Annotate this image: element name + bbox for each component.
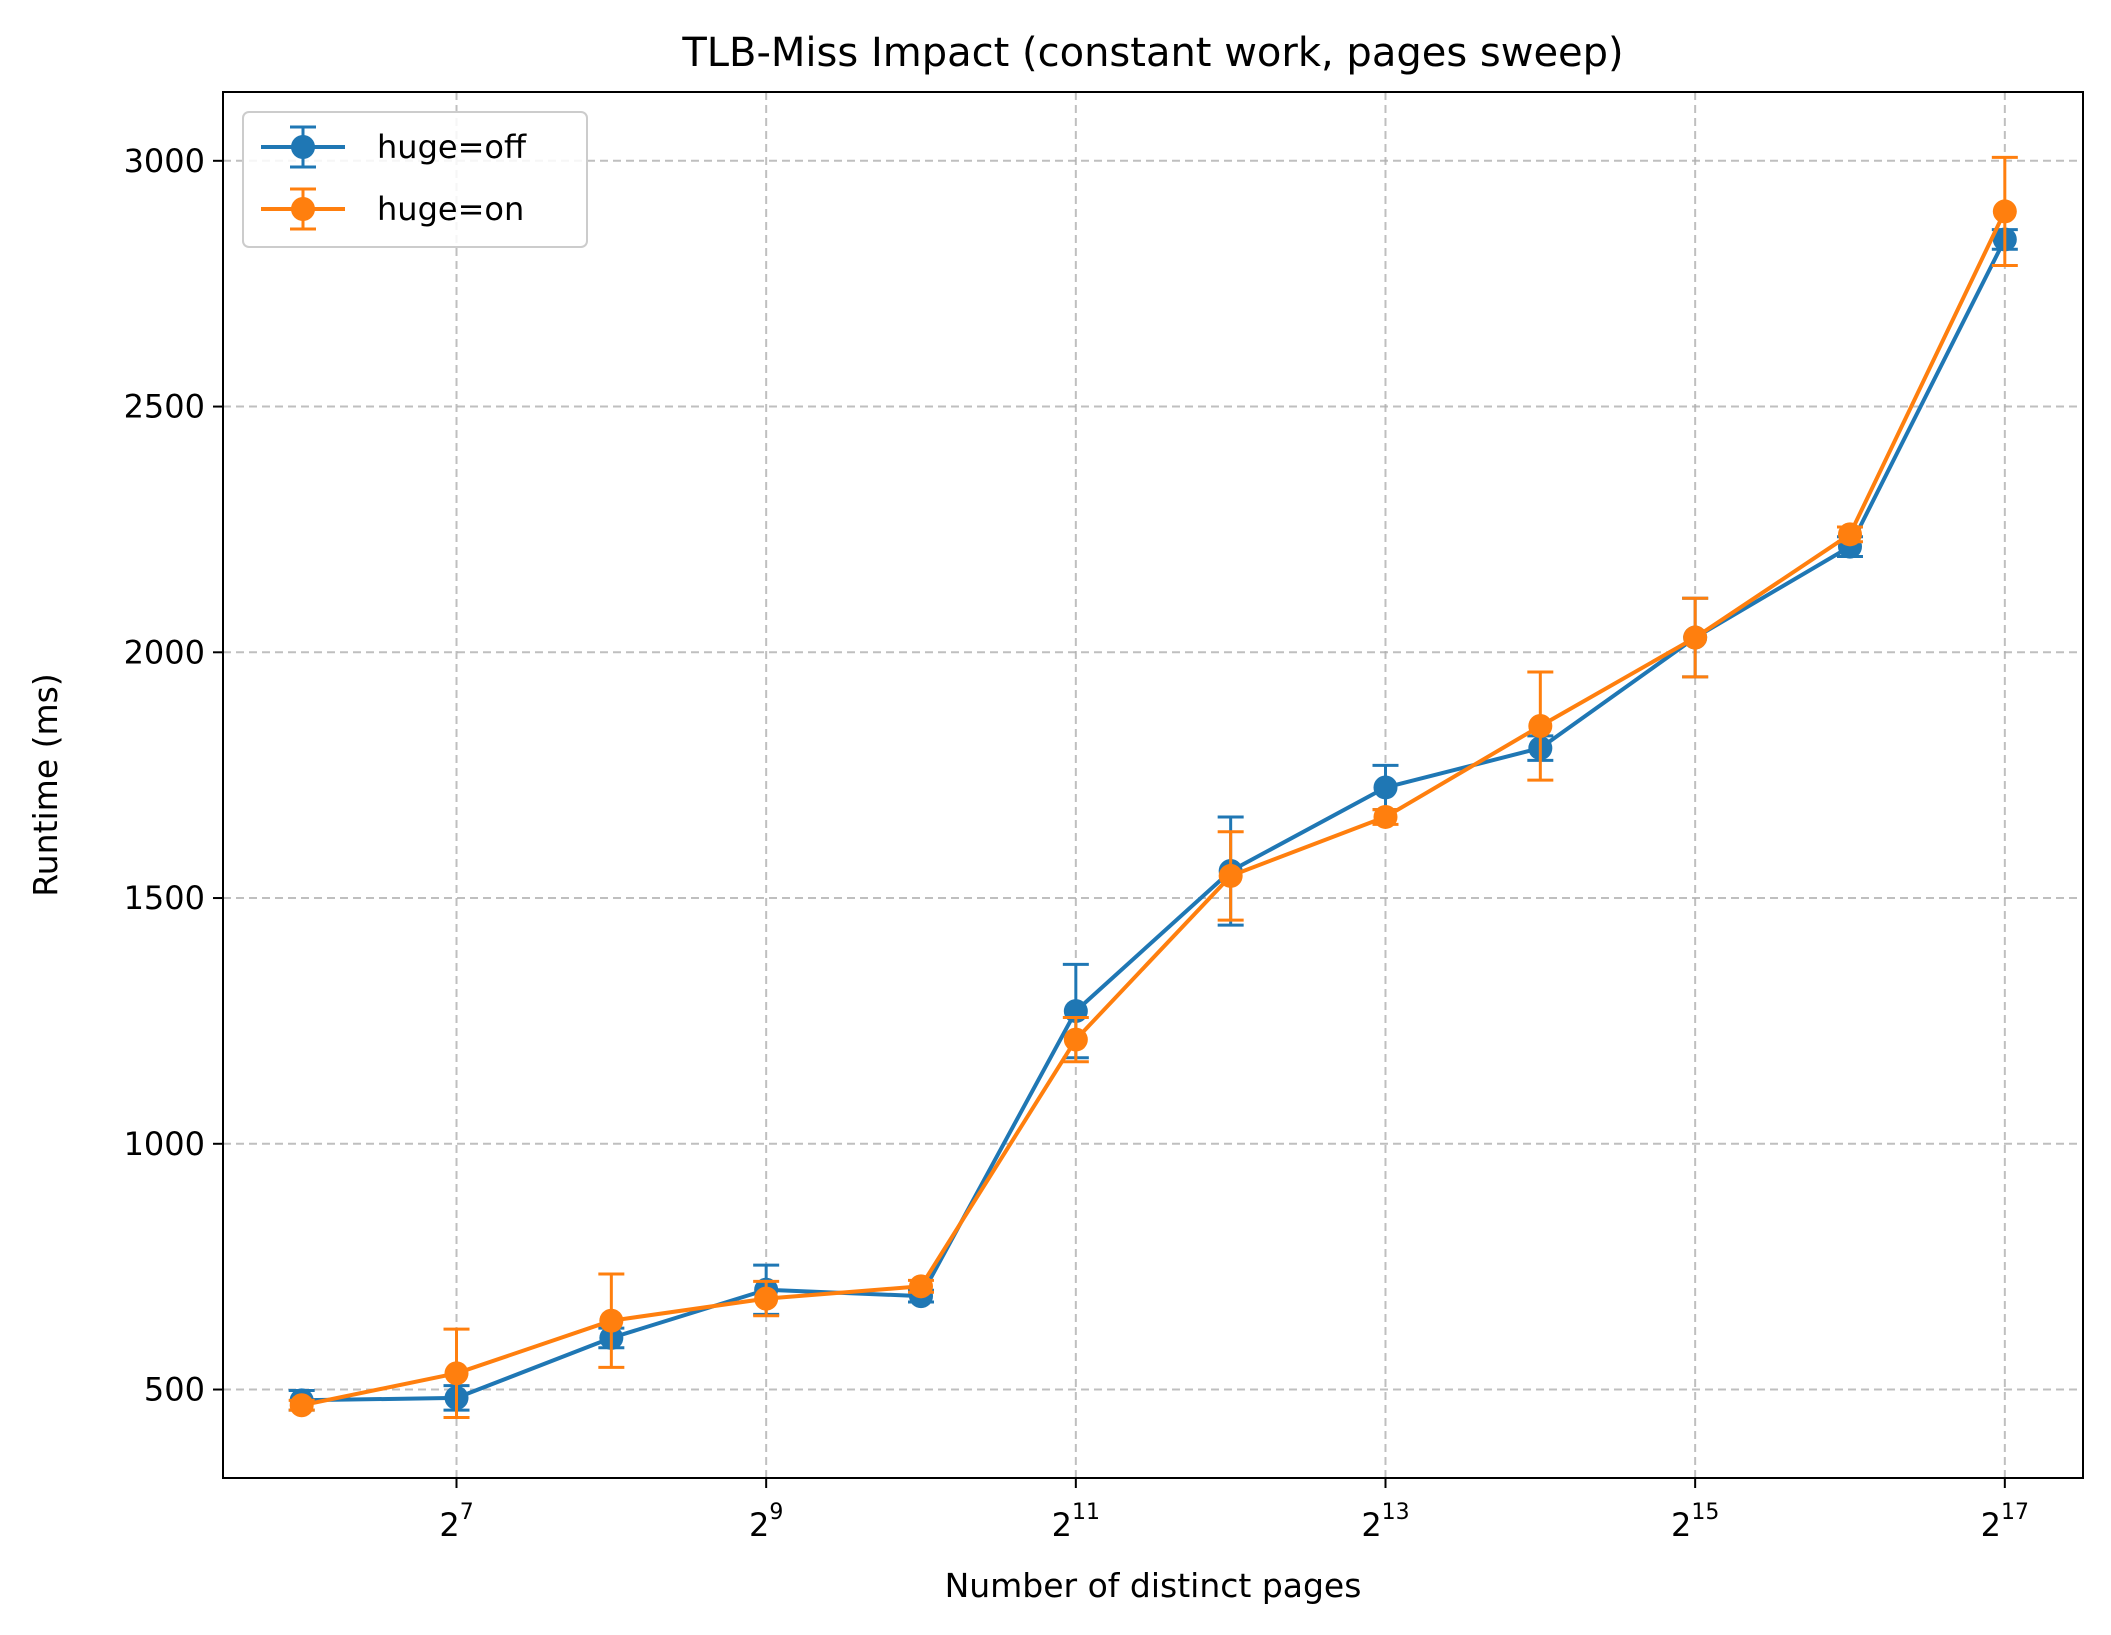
x-tick-label: 213 — [1361, 1500, 1409, 1544]
data-point — [1992, 199, 2017, 224]
data-point — [1528, 714, 1553, 739]
data-point — [1063, 1027, 1088, 1052]
y-axis-title: Runtime (ms) — [26, 673, 65, 896]
y-tick-label: 1000 — [124, 1125, 205, 1163]
data-point — [754, 1286, 779, 1311]
legend-label: huge=off — [377, 128, 527, 166]
x-tick-exponent: 13 — [1382, 1500, 1410, 1525]
y-tick-label: 500 — [144, 1371, 205, 1409]
x-tick-exponent: 15 — [1691, 1500, 1719, 1525]
x-tick-base: 2 — [1361, 1506, 1381, 1544]
data-point — [1683, 625, 1708, 650]
x-tick-exponent: 11 — [1072, 1500, 1100, 1525]
x-tick-exponent: 9 — [769, 1500, 783, 1525]
legend-label: huge=on — [377, 190, 524, 228]
x-tick-label: 211 — [1052, 1500, 1100, 1544]
data-point — [1373, 804, 1398, 829]
data-point — [444, 1361, 469, 1386]
chart-title: TLB-Miss Impact (constant work, pages sw… — [681, 30, 1623, 76]
data-point — [599, 1308, 624, 1333]
legend: huge=off huge=on — [242, 111, 588, 248]
series-huge=on — [288, 155, 2018, 1420]
x-tick-label: 27 — [439, 1500, 473, 1544]
y-tick-label: 3000 — [124, 142, 205, 180]
y-tick-label: 2500 — [124, 388, 205, 426]
data-point — [1837, 522, 1862, 547]
y-tick-label: 2000 — [124, 633, 205, 671]
x-tick-base: 2 — [1981, 1506, 2001, 1544]
x-axis: 27 29 211 213 215 217 — [439, 1478, 2029, 1544]
x-tick-label: 217 — [1981, 1500, 2029, 1544]
series-line — [301, 210, 2007, 1408]
legend-marker — [291, 197, 315, 221]
x-tick-base: 2 — [1671, 1506, 1691, 1544]
data-point — [289, 1393, 314, 1418]
x-tick-exponent: 7 — [460, 1500, 474, 1525]
data-point — [1218, 863, 1243, 888]
x-tick-label: 29 — [749, 1500, 783, 1544]
x-tick-base: 2 — [439, 1506, 459, 1544]
y-tick-label: 1500 — [124, 879, 205, 917]
legend-marker — [291, 135, 315, 159]
y-axis: 500 1000 1500 2000 2500 3000 — [124, 142, 223, 1409]
legend-item-huge=off: huge=off — [261, 125, 527, 169]
x-axis-title: Number of distinct pages — [945, 1566, 1362, 1605]
x-tick-base: 2 — [749, 1506, 769, 1544]
series-layer — [288, 155, 2018, 1420]
x-tick-base: 2 — [1052, 1506, 1072, 1544]
x-tick-label: 215 — [1671, 1500, 1719, 1544]
data-point — [1373, 775, 1398, 800]
x-tick-exponent: 17 — [2001, 1500, 2029, 1525]
legend-item-huge=on: huge=on — [261, 187, 524, 231]
plot-frame — [222, 91, 2084, 1479]
data-point — [909, 1274, 934, 1299]
